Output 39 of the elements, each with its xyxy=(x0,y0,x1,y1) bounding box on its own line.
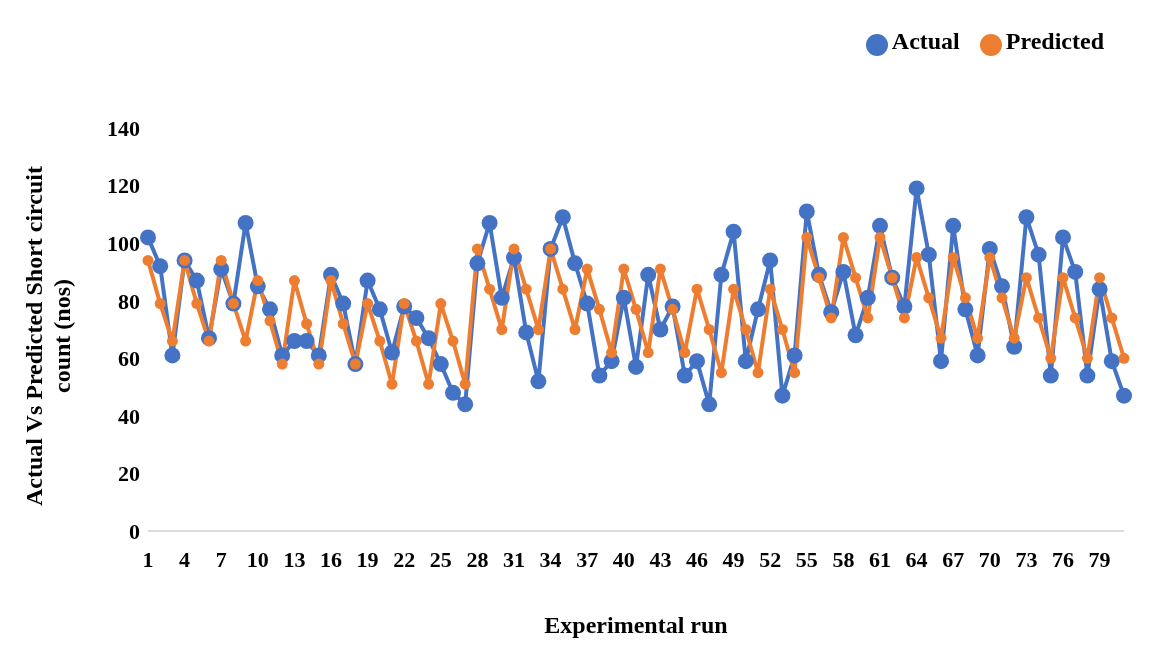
x-tick-label: 1 xyxy=(142,546,154,572)
x-tick-label: 61 xyxy=(869,546,891,572)
legend-label: Predicted xyxy=(1005,28,1104,54)
x-tick-label: 34 xyxy=(539,546,562,572)
x-tick-label: 10 xyxy=(246,546,269,572)
x-tick-label: 52 xyxy=(759,546,782,572)
x-tick-label: 22 xyxy=(393,546,416,572)
x-tick-label: 49 xyxy=(722,546,745,572)
y-tick-label: 80 xyxy=(118,288,140,314)
x-tick-label: 79 xyxy=(1088,546,1111,572)
x-tick-label: 67 xyxy=(942,546,965,572)
x-tick-label: 64 xyxy=(905,546,928,572)
x-tick-label: 19 xyxy=(356,546,379,572)
x-tick-label: 28 xyxy=(466,546,489,572)
y-tick-label: 100 xyxy=(107,230,140,256)
y-tick-label: 0 xyxy=(129,518,140,544)
legend-label: Actual xyxy=(891,28,960,54)
x-axis-title: Experimental run xyxy=(544,612,728,638)
y-axis-title: Actual Vs Predicted Short circuit count (nos) xyxy=(20,165,76,508)
x-tick-label: 31 xyxy=(503,546,525,572)
x-tick-label: 37 xyxy=(576,546,599,572)
x-tick-label: 13 xyxy=(283,546,306,572)
y-tick-label: 20 xyxy=(118,461,140,487)
x-tick-label: 25 xyxy=(429,546,452,572)
x-tick-label: 46 xyxy=(686,546,708,572)
y-tick-label: 60 xyxy=(118,346,140,372)
x-tick-label: 7 xyxy=(215,546,227,572)
x-tick-label: 43 xyxy=(649,546,672,572)
x-tick-label: 76 xyxy=(1052,546,1074,572)
x-tick-label: 4 xyxy=(179,546,191,572)
x-tick-label: 40 xyxy=(612,546,635,572)
y-tick-label: 40 xyxy=(118,403,140,429)
x-tick-label: 73 xyxy=(1015,546,1038,572)
x-tick-label: 58 xyxy=(832,546,855,572)
x-tick-label: 55 xyxy=(795,546,818,572)
x-tick-label: 70 xyxy=(978,546,1001,572)
y-tick-label: 120 xyxy=(107,173,140,199)
y-tick-label: 140 xyxy=(107,115,140,141)
x-tick-label: 16 xyxy=(320,546,342,572)
